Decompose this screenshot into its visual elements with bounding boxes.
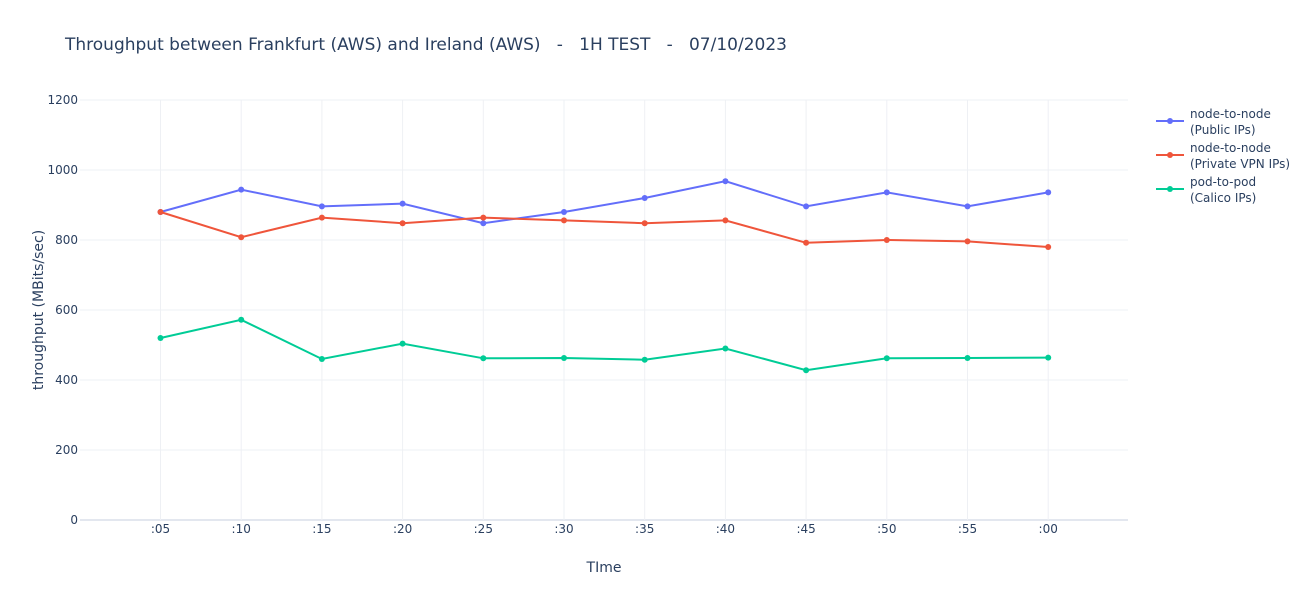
y-tick-label: 800: [55, 233, 78, 247]
x-axis-title: TIme: [586, 560, 622, 576]
x-tick-label: :05: [151, 522, 170, 536]
legend: node-to-node (Public IPs) node-to-node (Pri…: [1156, 107, 1290, 205]
x-tick-label: :35: [635, 522, 654, 536]
y-axis-ticks: 0 200 400 600 800 1000 1200: [47, 93, 78, 527]
legend-item[interactable]: pod-to-pod (Calico IPs): [1156, 175, 1256, 205]
x-tick-label: :15: [312, 522, 331, 536]
data-point[interactable]: [318, 203, 325, 210]
x-tick-label: :10: [232, 522, 251, 536]
series-line: [160, 318, 1049, 372]
data-point[interactable]: [157, 335, 164, 341]
data-point[interactable]: [399, 220, 406, 227]
data-point[interactable]: [561, 354, 567, 361]
data-point[interactable]: [1045, 354, 1052, 361]
data-point[interactable]: [561, 217, 567, 224]
legend-label-line: (Public IPs): [1190, 123, 1256, 137]
data-point[interactable]: [561, 209, 567, 215]
series-group: [157, 178, 1052, 374]
legend-label: node-to-node (Public IPs): [1190, 107, 1271, 137]
legend-item[interactable]: node-to-node (Private VPN IPs): [1156, 141, 1290, 171]
chart-title: Throughput between Frankfurt (AWS) and I…: [64, 35, 787, 55]
data-point[interactable]: [318, 214, 325, 221]
x-tick-label: :50: [877, 522, 896, 536]
x-tick-label: :40: [716, 522, 735, 536]
data-point[interactable]: [722, 178, 729, 185]
data-point[interactable]: [157, 209, 164, 215]
y-tick-label: 0: [70, 513, 78, 527]
data-point[interactable]: [399, 340, 406, 347]
data-point[interactable]: [480, 214, 487, 221]
y-tick-label: 1000: [47, 163, 78, 177]
series-2: [157, 209, 1052, 250]
data-point[interactable]: [964, 203, 971, 210]
legend-label: pod-to-pod (Calico IPs): [1190, 175, 1256, 205]
legend-swatch-marker: [1167, 118, 1173, 124]
data-point[interactable]: [1045, 244, 1052, 250]
data-point[interactable]: [1045, 189, 1052, 196]
y-tick-label: 400: [55, 373, 78, 387]
series-3: [157, 316, 1052, 374]
x-tick-label: :25: [474, 522, 493, 536]
x-axis-ticks: :05 :10 :15 :20 :25 :30 :35 :40 :45 :50 :55 :00: [151, 522, 1058, 536]
y-tick-label: 200: [55, 443, 78, 457]
data-point[interactable]: [641, 220, 648, 227]
series-line: [160, 180, 1049, 225]
legend-label: node-to-node (Private VPN IPs): [1190, 141, 1290, 171]
x-tick-label: :00: [1039, 522, 1058, 536]
data-point[interactable]: [641, 356, 648, 363]
data-point[interactable]: [318, 356, 325, 362]
data-point[interactable]: [399, 200, 406, 207]
legend-item[interactable]: node-to-node (Public IPs): [1156, 107, 1271, 137]
y-tick-label: 1200: [47, 93, 78, 107]
data-point[interactable]: [238, 186, 245, 193]
data-point[interactable]: [883, 237, 890, 243]
data-point[interactable]: [964, 354, 971, 361]
legend-label-line: node-to-node: [1190, 107, 1271, 121]
data-point[interactable]: [238, 316, 245, 323]
series-line: [160, 211, 1049, 248]
x-tick-label: :55: [958, 522, 977, 536]
data-point[interactable]: [883, 189, 890, 196]
data-point[interactable]: [964, 238, 971, 245]
data-point[interactable]: [883, 355, 890, 362]
legend-swatch-marker: [1167, 152, 1173, 158]
data-point[interactable]: [480, 220, 487, 227]
data-point[interactable]: [641, 195, 648, 201]
data-point[interactable]: [722, 217, 729, 224]
grid: [80, 99, 1128, 521]
data-point[interactable]: [238, 234, 245, 241]
x-tick-label: :20: [393, 522, 412, 536]
data-point[interactable]: [722, 345, 729, 352]
data-point[interactable]: [803, 203, 810, 210]
legend-label-line: pod-to-pod: [1190, 175, 1256, 189]
x-tick-label: :45: [796, 522, 815, 536]
legend-swatch-marker: [1167, 186, 1173, 192]
data-point[interactable]: [803, 367, 810, 374]
y-tick-label: 600: [55, 303, 78, 317]
legend-label-line: (Private VPN IPs): [1190, 157, 1290, 171]
legend-label-line: (Calico IPs): [1190, 191, 1256, 205]
series-1: [157, 178, 1052, 227]
data-point[interactable]: [803, 239, 810, 246]
legend-label-line: node-to-node: [1190, 141, 1271, 155]
x-tick-label: :30: [554, 522, 573, 536]
data-point[interactable]: [480, 355, 487, 362]
y-axis-title: throughput (MBits/sec): [31, 230, 47, 390]
